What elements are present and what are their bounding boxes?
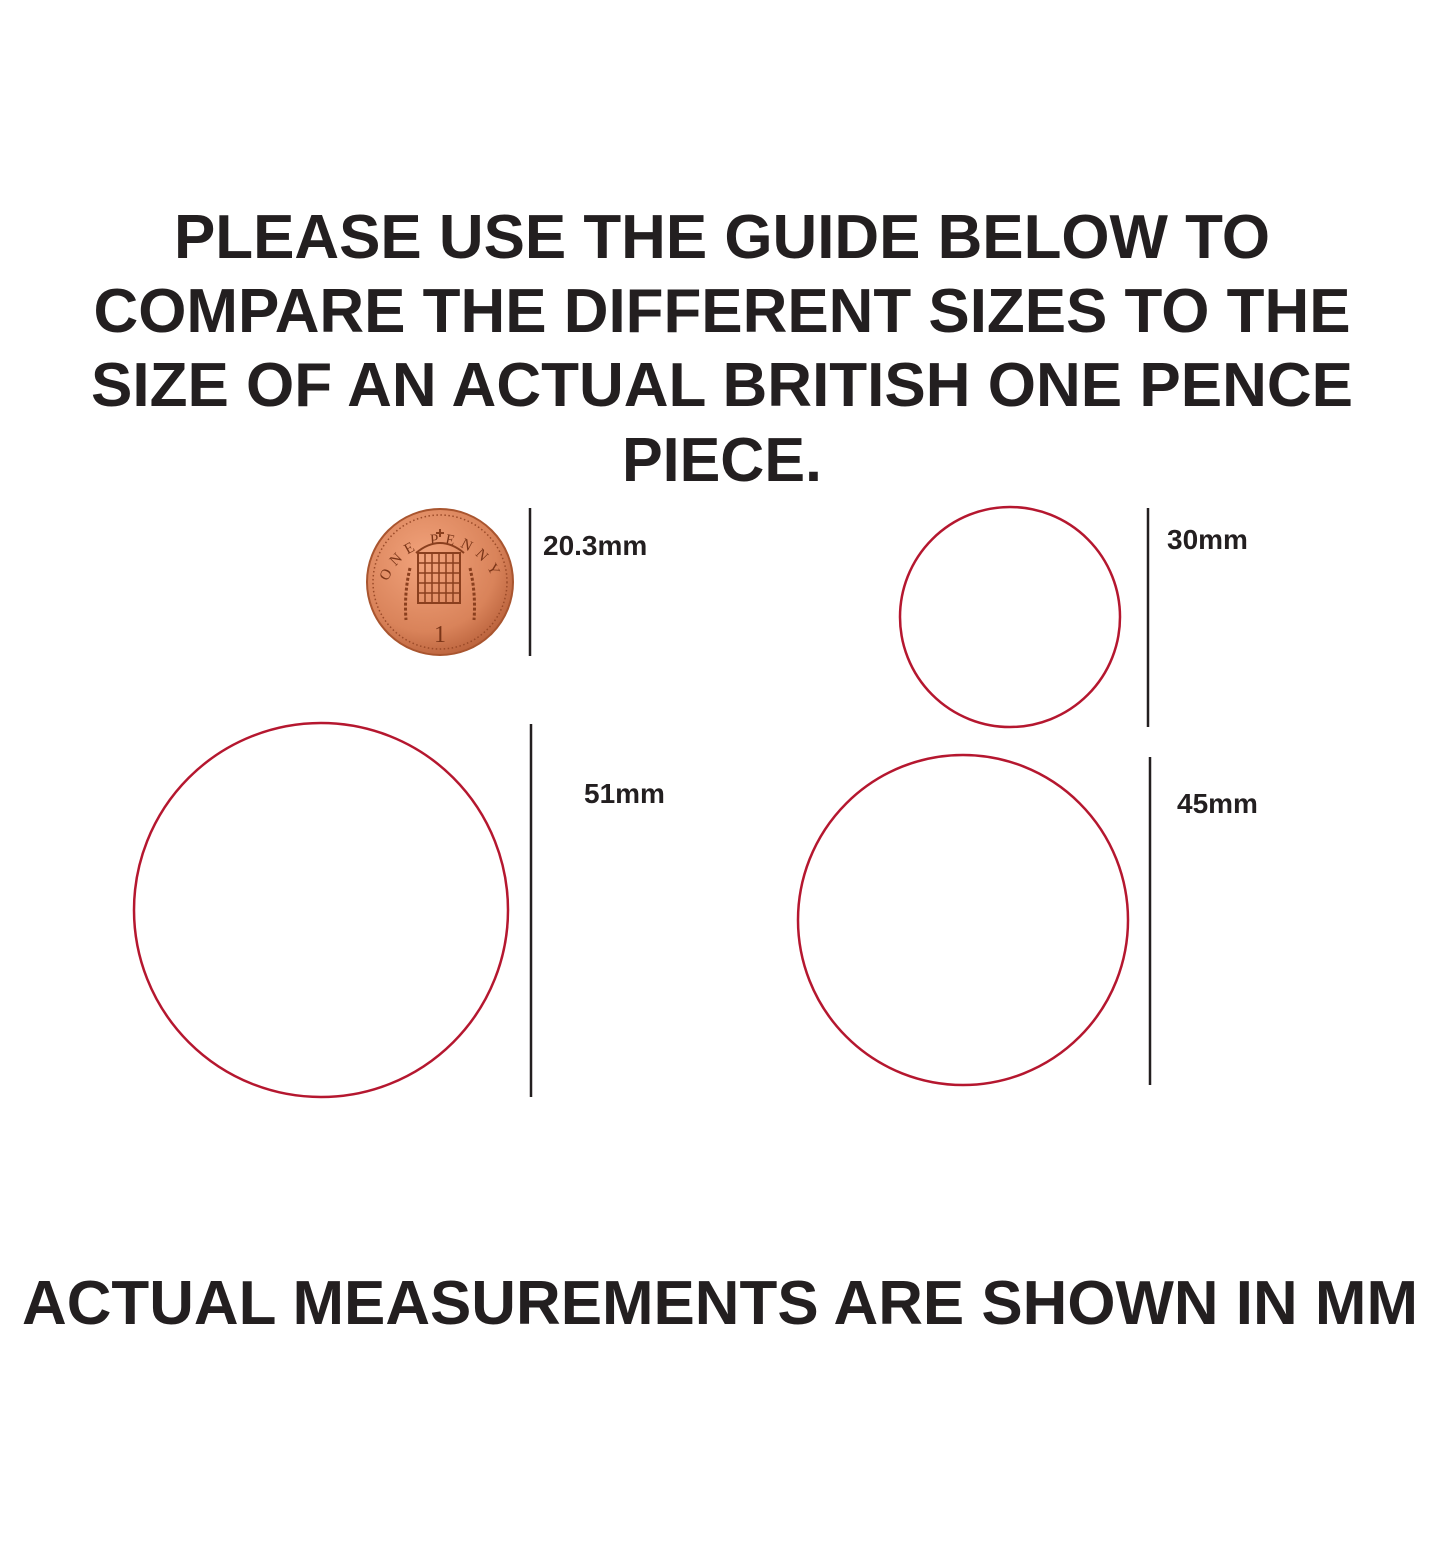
heading-line-3: SIZE OF AN ACTUAL BRITISH ONE PENCE xyxy=(91,351,1353,420)
circle-51mm xyxy=(132,721,510,1099)
size-label-51mm: 51mm xyxy=(584,778,665,809)
size-label-30mm: 30mm xyxy=(1167,524,1248,555)
coin-value: 1 xyxy=(434,622,446,648)
heading-line-1: PLEASE USE THE GUIDE BELOW TO xyxy=(174,203,1270,272)
circle-30mm xyxy=(898,505,1122,729)
heading-line-4: PIECE. xyxy=(622,426,822,495)
heading-line-2: COMPARE THE DIFFERENT SIZES TO THE xyxy=(94,277,1351,346)
one-penny-coin-image: ONE PENNY 1 xyxy=(366,508,514,656)
size-label-45mm: 45mm xyxy=(1177,788,1258,819)
footer-note: ACTUAL MEASUREMENTS ARE SHOWN IN MM xyxy=(22,1269,1418,1338)
coin-size-label: 20.3mm xyxy=(543,530,647,561)
circle-45mm xyxy=(796,753,1130,1087)
